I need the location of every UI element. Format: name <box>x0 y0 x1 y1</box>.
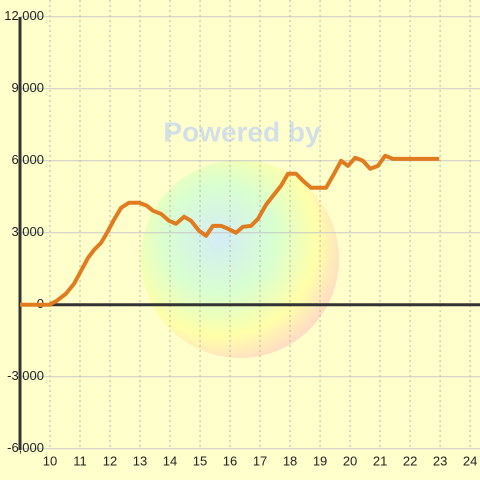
x-tick-label: 23 <box>433 453 447 468</box>
x-tick-label: 18 <box>283 453 297 468</box>
watermark-logo <box>141 160 339 358</box>
x-tick-label: 19 <box>313 453 327 468</box>
x-tick-label: 21 <box>373 453 387 468</box>
y-tick-label: 3,000 <box>11 224 44 239</box>
y-tick-label: 12,000 <box>4 8 44 23</box>
x-tick-label: 16 <box>223 453 237 468</box>
line <box>20 153 440 307</box>
x-tick-label: 22 <box>403 453 417 468</box>
x-tick-label: 10 <box>43 453 57 468</box>
x-tick-label: 11 <box>73 453 87 468</box>
watermark: Powered by <box>163 116 321 147</box>
x-tick-label: 15 <box>193 453 207 468</box>
x-tick-label: 24 <box>463 453 477 468</box>
y-tick-label: 9,000 <box>11 80 44 95</box>
x-tick-label: 14 <box>163 453 177 468</box>
x-tick-label: 20 <box>343 453 357 468</box>
y-tick-label: -3,000 <box>7 368 44 383</box>
x-tick-label: 13 <box>133 453 147 468</box>
x-tick-label: 17 <box>253 453 267 468</box>
x-tick-label: 12 <box>103 453 117 468</box>
y-tick-label: -6,000 <box>7 440 44 455</box>
y-tick-label: 6,000 <box>11 152 44 167</box>
